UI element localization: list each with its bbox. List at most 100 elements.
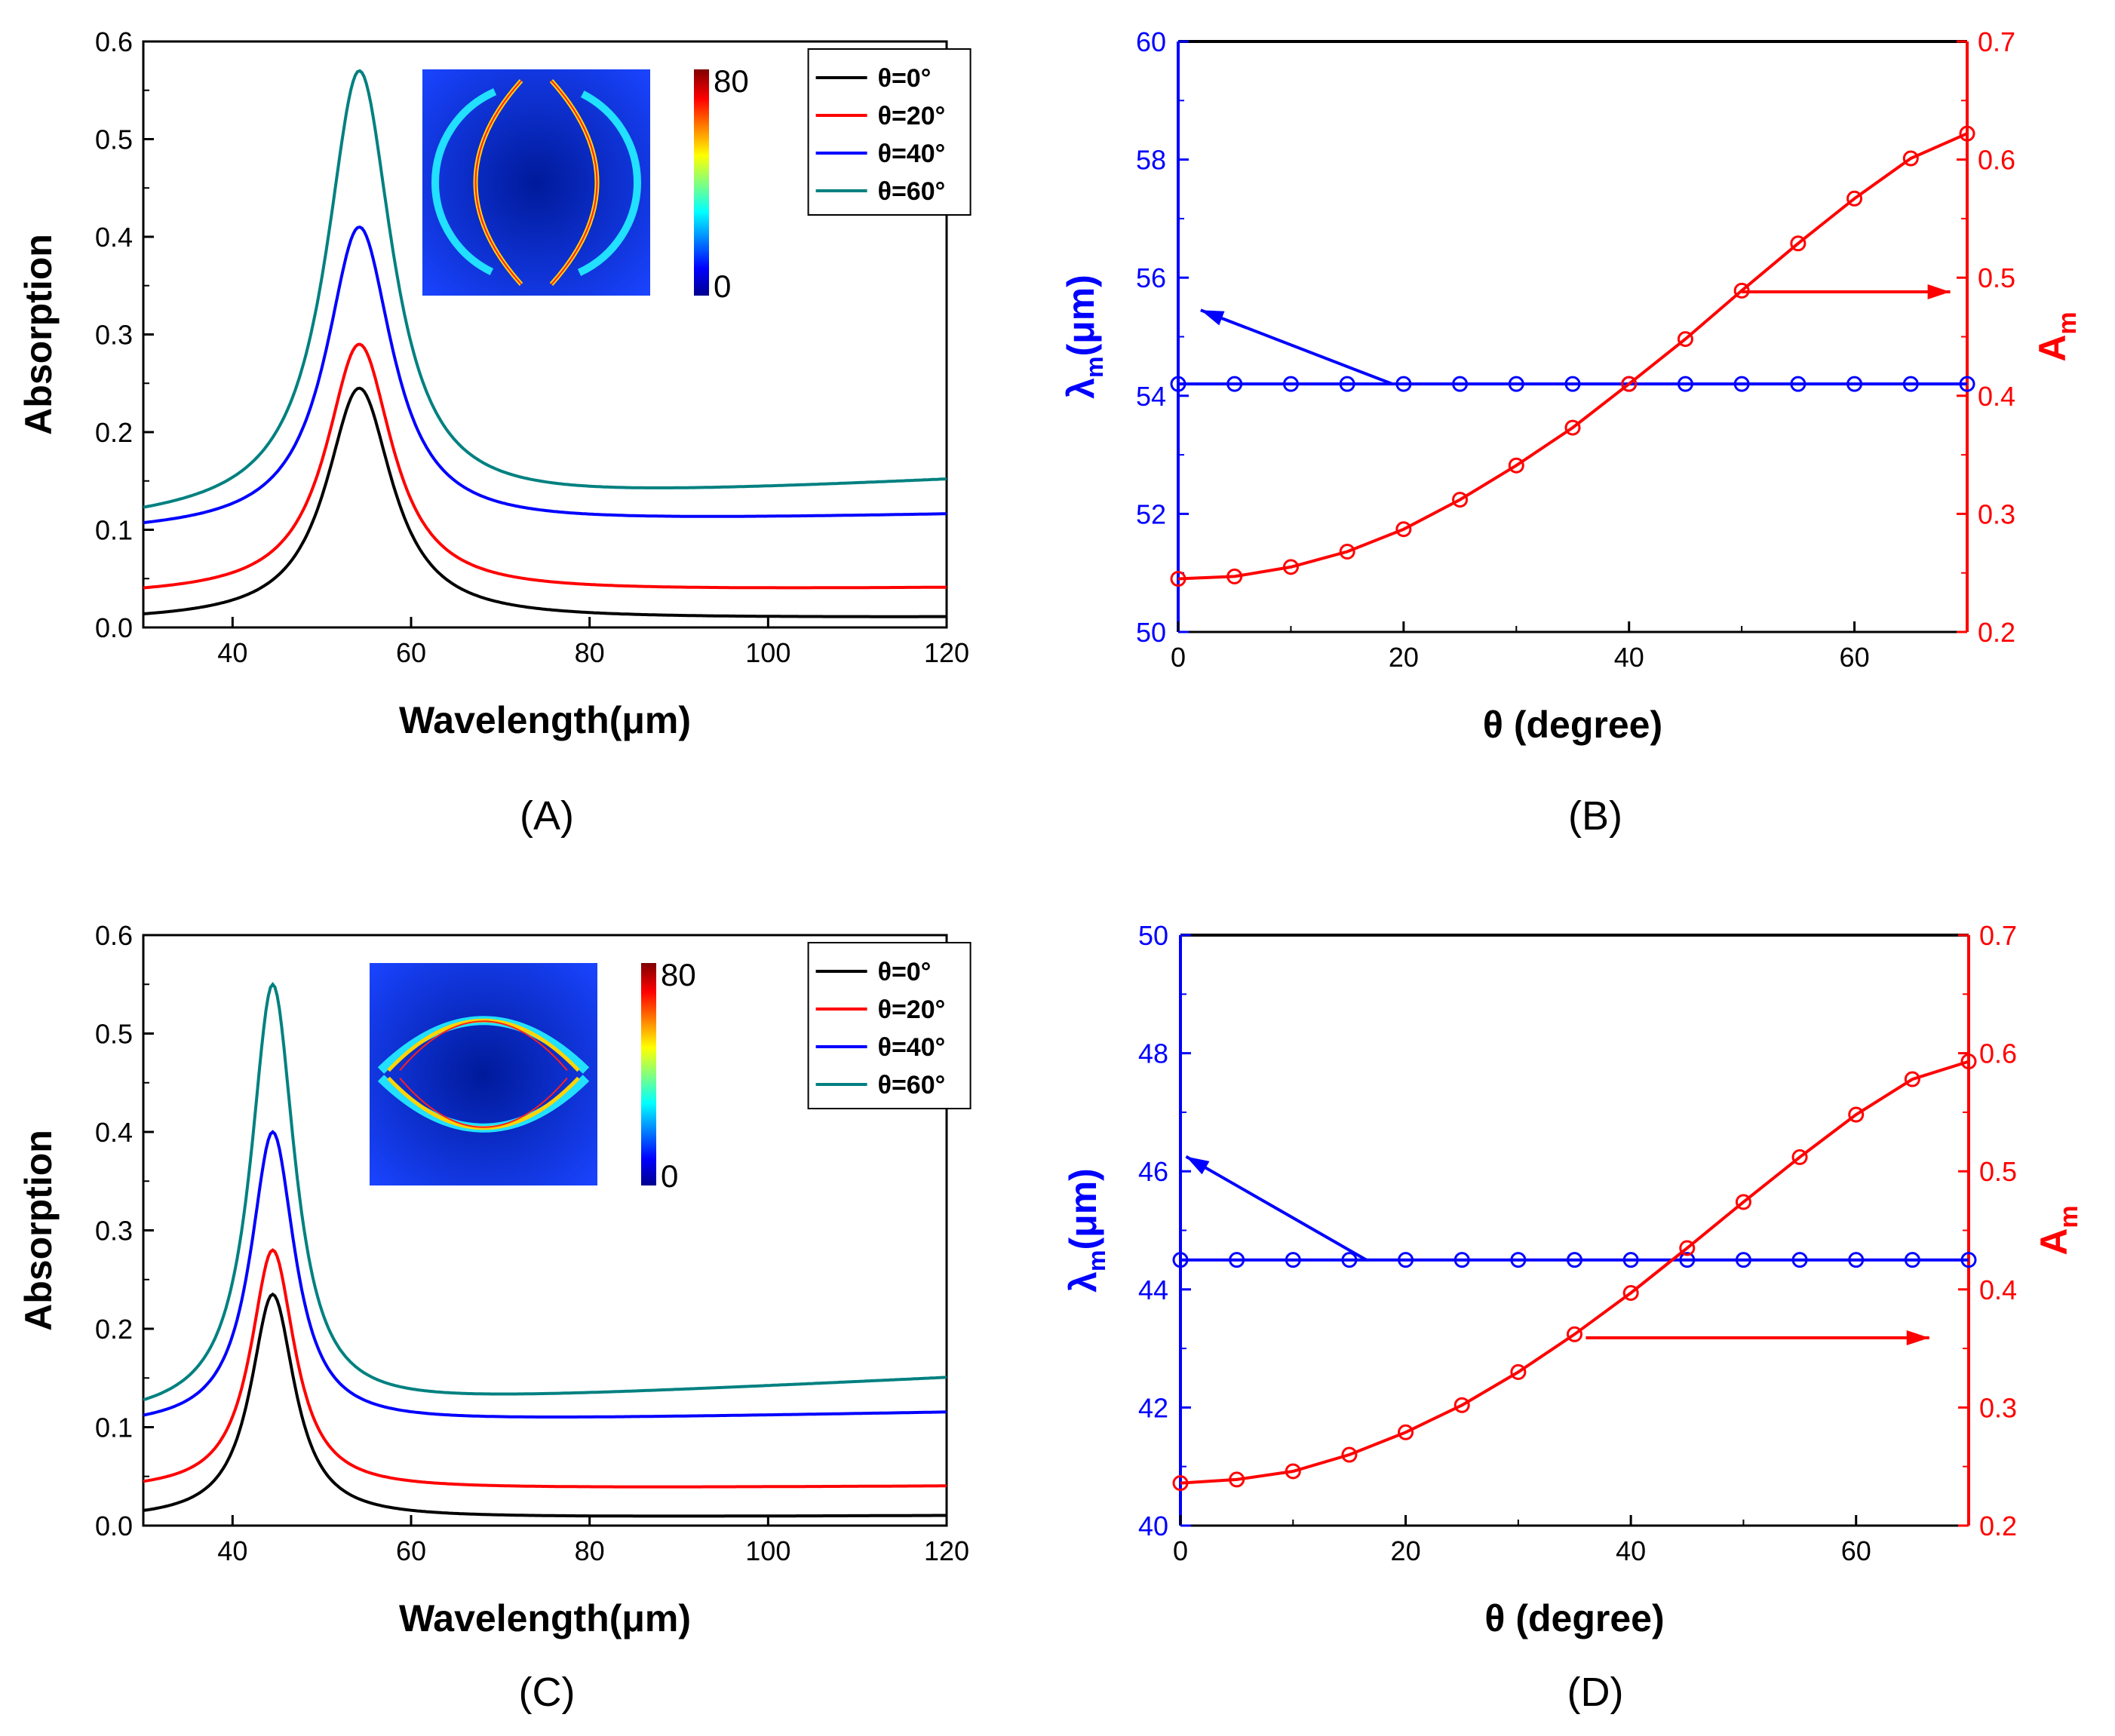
- x-tick-label: 60: [1841, 1535, 1871, 1566]
- data-point-absorption: [1395, 521, 1412, 538]
- legend-label-1: θ=20°: [878, 995, 946, 1024]
- left-y-axis-subscript: m: [1081, 357, 1108, 378]
- y-tick-label: 0.5: [95, 124, 133, 155]
- legend-label-2: θ=40°: [878, 1033, 946, 1062]
- data-point-absorption: [1508, 457, 1524, 474]
- right-y-tick-label: 0.3: [1979, 1392, 2017, 1423]
- data-point-lambda: [1341, 1252, 1358, 1268]
- data-point-absorption: [1622, 1284, 1639, 1301]
- right-y-tick-label: 0.3: [1978, 498, 2015, 529]
- y-tick-label: 0.6: [95, 26, 133, 57]
- right-y-tick-label: 0.5: [1979, 1156, 2017, 1187]
- left-y-tick-label: 52: [1136, 498, 1166, 529]
- x-tick-label: 0: [1171, 642, 1186, 673]
- right-y-tick-label: 0.7: [1978, 26, 2015, 57]
- data-point-lambda: [1285, 1252, 1301, 1268]
- left-y-axis-symbol: λ: [1060, 378, 1102, 399]
- left-y-tick-label: 40: [1138, 1511, 1168, 1541]
- arrow-right-head: [1906, 1330, 1929, 1346]
- series-line-1: [143, 342, 947, 590]
- data-point-lambda: [1508, 376, 1524, 392]
- data-point-lambda: [1679, 1252, 1696, 1268]
- right-y-tick-label: 0.4: [1978, 381, 2015, 412]
- data-point-absorption: [1229, 1471, 1245, 1488]
- colorbar: [694, 69, 709, 296]
- panel-label: (C): [519, 1670, 576, 1715]
- left-y-tick-label: 56: [1136, 262, 1166, 293]
- data-point-lambda: [1960, 1252, 1977, 1268]
- data-point-lambda: [1564, 376, 1581, 392]
- inset-hotspot-core-right: [551, 80, 598, 285]
- data-point-absorption: [1904, 1071, 1920, 1087]
- colorbar-min-label: 0: [661, 1158, 678, 1194]
- data-point-lambda: [1733, 376, 1750, 392]
- data-point-lambda: [1848, 1252, 1865, 1268]
- left-y-tick-label: 58: [1136, 145, 1166, 176]
- series-line-1: [143, 1248, 947, 1489]
- arrow-left-line: [1200, 308, 1393, 386]
- data-point-absorption: [1172, 1475, 1189, 1492]
- right-y-tick-label: 0.2: [1979, 1511, 2017, 1541]
- x-axis-label: θ (degree): [1484, 1597, 1664, 1639]
- left-y-axis-subscript: m: [1083, 1250, 1110, 1271]
- x-tick-label: 40: [1616, 1535, 1646, 1566]
- series-line-3: [143, 69, 947, 509]
- data-point-absorption: [1791, 1149, 1808, 1165]
- series-line-2: [143, 1130, 947, 1419]
- data-point-absorption: [1846, 190, 1863, 207]
- x-tick-label: 120: [924, 1535, 969, 1566]
- inset-hotspot-core-top: [399, 1020, 568, 1072]
- inset-field-map: [422, 69, 650, 296]
- arrow-left-head: [1200, 310, 1225, 326]
- data-point-absorption: [1677, 331, 1693, 348]
- data-point-absorption: [1621, 376, 1638, 392]
- data-point-lambda: [1282, 376, 1299, 392]
- y-tick-label: 0.5: [95, 1019, 133, 1050]
- data-point-lambda: [1677, 376, 1693, 392]
- y-axis-label: Absorption: [17, 234, 60, 435]
- data-point-lambda: [1172, 1252, 1189, 1268]
- inset-hotspot-core-bottom: [399, 1077, 568, 1128]
- panel-label: (D): [1567, 1670, 1624, 1715]
- panel-c: 40 60 80 100 120 0.0 0.1 0.2 0.3 0.4 0.5 0.6 Wavelen…: [17, 920, 972, 1715]
- left-y-tick-label: 54: [1136, 381, 1166, 412]
- right-y-tick-label: 0.2: [1978, 617, 2015, 648]
- x-tick-label: 20: [1389, 642, 1419, 673]
- series-line-absorption: [1180, 1060, 1969, 1485]
- y-tick-label: 0.6: [95, 920, 133, 951]
- legend-label-2: θ=40°: [878, 140, 946, 168]
- inset-ring-glow: [431, 79, 641, 286]
- y-tick-label: 0.2: [95, 1314, 133, 1345]
- legend-label-3: θ=60°: [878, 1071, 946, 1100]
- series-line-0: [143, 386, 947, 618]
- y-tick-label: 0.1: [95, 515, 133, 546]
- data-point-absorption: [1339, 544, 1355, 560]
- data-point-lambda: [1790, 376, 1806, 392]
- right-y-tick-label: 0.4: [1979, 1274, 2017, 1305]
- data-point-absorption: [1398, 1424, 1414, 1440]
- data-point-absorption: [1453, 1397, 1470, 1413]
- data-point-absorption: [1510, 1363, 1527, 1380]
- right-y-axis-symbol: A: [2031, 335, 2074, 362]
- series-line-2: [143, 225, 947, 524]
- arrow-right-head: [1927, 284, 1951, 299]
- left-y-axis-unit: (μm): [1060, 275, 1102, 356]
- y-tick-label: 0.0: [95, 1511, 133, 1541]
- data-point-absorption: [1959, 125, 1975, 142]
- legend-label-1: θ=20°: [878, 102, 946, 130]
- y-tick-label: 0.1: [95, 1412, 133, 1443]
- x-tick-label: 0: [1173, 1535, 1188, 1566]
- x-axis-label: Wavelength(μm): [399, 1597, 691, 1639]
- x-tick-label: 80: [575, 637, 605, 668]
- left-y-axis-unit: (μm): [1062, 1168, 1104, 1250]
- right-y-axis-label: Am: [2033, 1205, 2083, 1255]
- series-line-absorption: [1177, 132, 1968, 581]
- data-point-lambda: [1339, 376, 1355, 392]
- data-point-absorption: [1564, 419, 1581, 436]
- legend-label-0: θ=0°: [878, 64, 932, 93]
- arrow-left-head: [1186, 1156, 1210, 1175]
- data-point-lambda: [1622, 1252, 1639, 1268]
- data-point-lambda: [1902, 376, 1919, 392]
- arrow-left-line: [1185, 1155, 1368, 1262]
- y-tick-label: 0.0: [95, 612, 133, 643]
